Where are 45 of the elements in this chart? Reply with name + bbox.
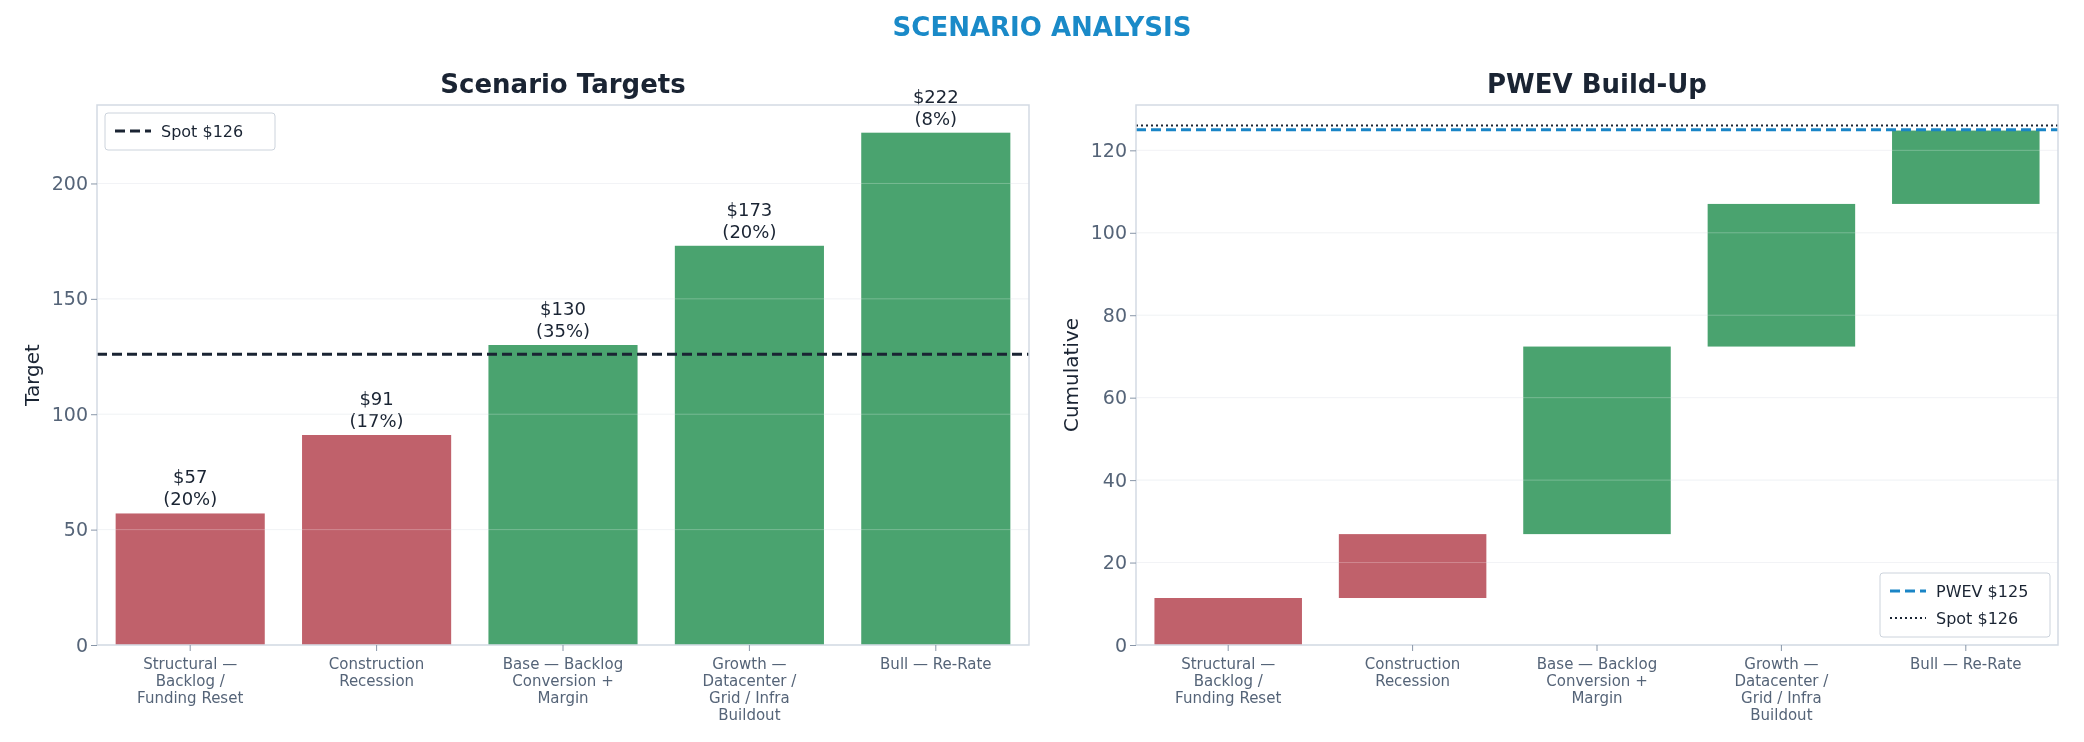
x-tick-label: Growth — Datacenter / Grid / Infra Buildout (702, 655, 798, 724)
bar (1338, 534, 1487, 599)
x-tick-label: Bull — Re-Rate (880, 655, 992, 673)
data-label: $91 (17%) (349, 388, 404, 431)
bar (488, 345, 638, 645)
y-tick-label: 150 (51, 287, 88, 310)
x-tick-label: Structural — Backlog / Funding Reset (1175, 655, 1282, 707)
y-tick-label: 80 (1102, 303, 1127, 326)
x-tick-label: Construction Recession (328, 655, 425, 690)
y-tick-label: 20 (1102, 551, 1127, 574)
data-label: $130 (35%) (535, 298, 591, 341)
data-label: $57 (20%) (163, 466, 218, 510)
chart-title: Scenario Targets (440, 69, 686, 99)
y-tick-label: 40 (1102, 468, 1127, 491)
y-tick-label: 0 (1114, 633, 1127, 656)
x-tick-label: Base — Backlog Conversion + Margin (1536, 655, 1658, 707)
y-tick-label: 200 (51, 172, 88, 195)
y-tick-label: 50 (63, 518, 88, 541)
legend-label: PWEV $125 (1936, 582, 2029, 601)
y-axis-title: Cumulative (1059, 317, 1083, 433)
y-axis-title: Target (20, 343, 44, 407)
y-tick-label: 100 (1090, 221, 1127, 244)
x-tick-label: Base — Backlog Conversion + Margin (502, 655, 624, 707)
bar (115, 513, 265, 645)
bar (1154, 598, 1302, 645)
y-tick-label: 0 (75, 633, 88, 656)
y-tick-label: 60 (1102, 386, 1127, 409)
legend-label: Spot $126 (1936, 609, 2019, 628)
bar (1892, 130, 2040, 204)
bar (861, 132, 1011, 645)
bar (302, 435, 452, 645)
bar (674, 245, 824, 645)
data-label: $222 (8%) (912, 85, 959, 129)
y-tick-label: 100 (51, 402, 88, 425)
chart-title: PWEV Build-Up (1487, 69, 1707, 99)
x-tick-label: Structural — Backlog / Funding Reset (137, 655, 244, 707)
text: SCENARIO ANALYSIS (892, 12, 1192, 42)
bar (1523, 346, 1671, 535)
y-tick-label: 120 (1090, 138, 1127, 161)
legend-label: Spot $126 (161, 122, 244, 141)
bar (1707, 203, 1856, 347)
x-tick-label: Construction Recession (1364, 655, 1461, 690)
data-label: $173 (20%) (722, 198, 777, 242)
x-tick-label: Growth — Datacenter / Grid / Infra Buildout (1734, 655, 1830, 724)
x-tick-label: Bull — Re-Rate (1910, 655, 2022, 673)
